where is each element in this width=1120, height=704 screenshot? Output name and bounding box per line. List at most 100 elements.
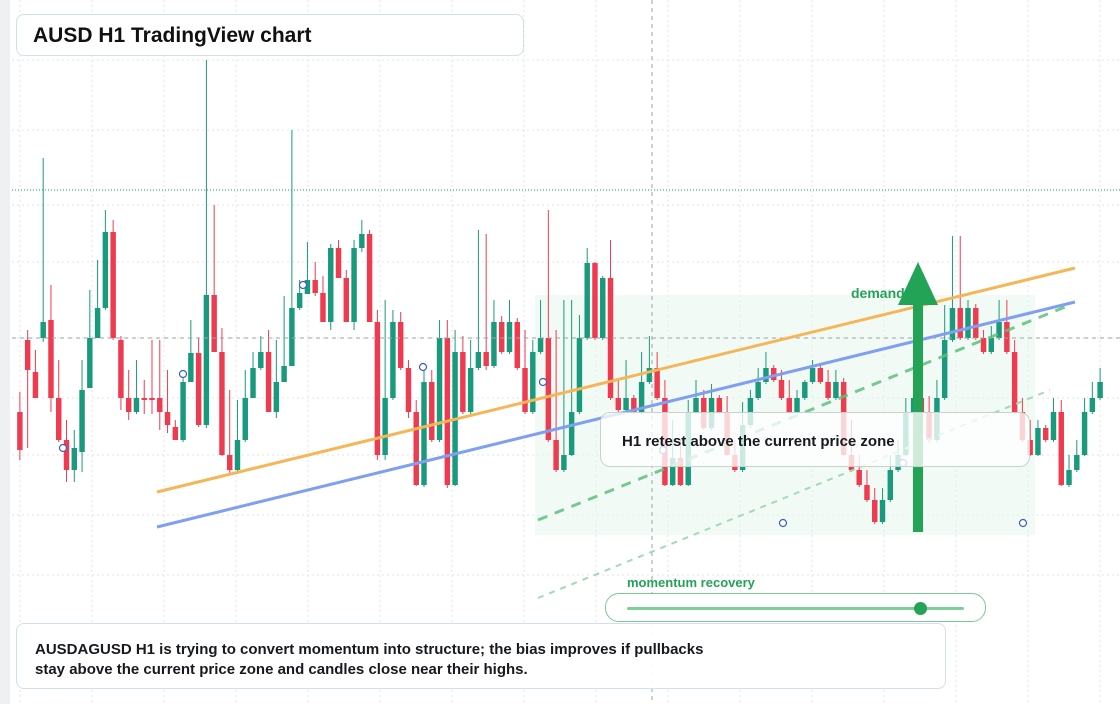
candle-body [1066,470,1072,485]
candle-body [677,458,684,485]
signal-marker [418,362,428,372]
candle-body [141,398,147,400]
candle-body [553,440,559,470]
candle-body [289,308,295,366]
candle-body [763,368,769,382]
candle-body [568,412,575,455]
candle-body [467,368,474,412]
candle-body [1027,440,1033,455]
candle-body [802,382,808,398]
candle-body [483,352,489,366]
candle-body [1011,352,1018,412]
candle-body [887,470,894,500]
candle-body [506,322,513,352]
candle-body [281,366,287,382]
candle-body [576,338,583,412]
candle-body [1035,428,1041,455]
candle-body [172,427,179,440]
candle-body [716,398,723,412]
trendline-dashed-green [537,303,1071,522]
candle-body [273,382,280,412]
candle-body [615,398,622,410]
candle-body [180,382,186,440]
candle-body [421,382,427,485]
candle-body [973,308,979,338]
candle-body [654,368,660,398]
candle-body [133,398,140,412]
signal-marker [778,518,788,528]
candle-body [872,500,878,522]
candle-body [669,458,676,485]
candle-body [429,382,435,440]
candle-body [71,448,78,470]
candle-body [786,398,792,412]
candle-body [545,338,552,440]
demand-zone-label: demand [851,285,905,301]
signal-marker [1018,518,1028,528]
analysis-note-text: AUSDAGUSD H1 is trying to convert moment… [35,641,704,678]
candle-body [312,280,318,293]
candle-body [296,293,303,308]
candle-body [374,322,381,455]
candle-body [856,470,862,485]
candle-body [623,398,629,410]
candle-body [258,352,264,368]
candle-body [561,455,567,470]
candle-body [833,382,839,398]
signal-marker [298,280,308,290]
candle-body [32,372,39,398]
candle-body [638,382,645,412]
candle-body [1050,412,1057,440]
candle-body [157,398,163,412]
candle-body [1074,455,1080,470]
candle-body [397,322,404,368]
demand-arrow-head [898,262,938,305]
candle-body [405,368,412,412]
candle-body [265,352,272,412]
candle-body [522,368,528,412]
candle-body [631,398,637,412]
signal-marker [58,443,68,453]
candle-body [226,455,233,470]
candle-body [203,295,210,425]
candle-body [1004,322,1010,352]
candle-body [390,322,396,398]
analysis-note-box: AUSDAGUSD H1 is trying to convert moment… [16,623,946,689]
candle-body [359,234,365,248]
candle-body [1042,428,1049,440]
candle-body [94,308,101,338]
signal-marker [538,377,548,387]
retest-callout: H1 retest above the current price zone [600,412,1030,467]
candle-body [825,382,831,398]
candle-body [125,398,132,412]
candle-body [949,308,956,340]
candle-body [600,278,606,338]
candle-body [607,278,614,398]
candle-body [242,398,248,440]
candle-body [965,308,971,338]
candle-body [335,248,342,278]
candle-body [592,263,598,338]
candle-body [475,352,482,368]
candle-body [1081,412,1088,455]
chart-title-box: AUSD H1 TradingView chart [16,14,524,56]
candle-body [770,368,777,380]
candle-body [778,380,785,398]
momentum-label: momentum recovery [627,575,755,590]
candle-body [1097,382,1103,398]
candle-body [1089,398,1096,412]
candle-body [102,232,109,308]
candle-body [584,263,590,338]
candle-body [530,352,536,412]
candle-body [211,295,217,352]
momentum-slider[interactable] [605,593,986,622]
candle-body [996,322,1002,338]
candle-body [87,338,93,388]
candle-body [188,353,194,382]
candle-body [343,278,350,322]
candle-body [48,320,54,398]
signal-marker [178,369,188,379]
momentum-knob[interactable] [914,602,928,615]
candle-body [40,322,46,338]
candle-body [646,368,653,382]
